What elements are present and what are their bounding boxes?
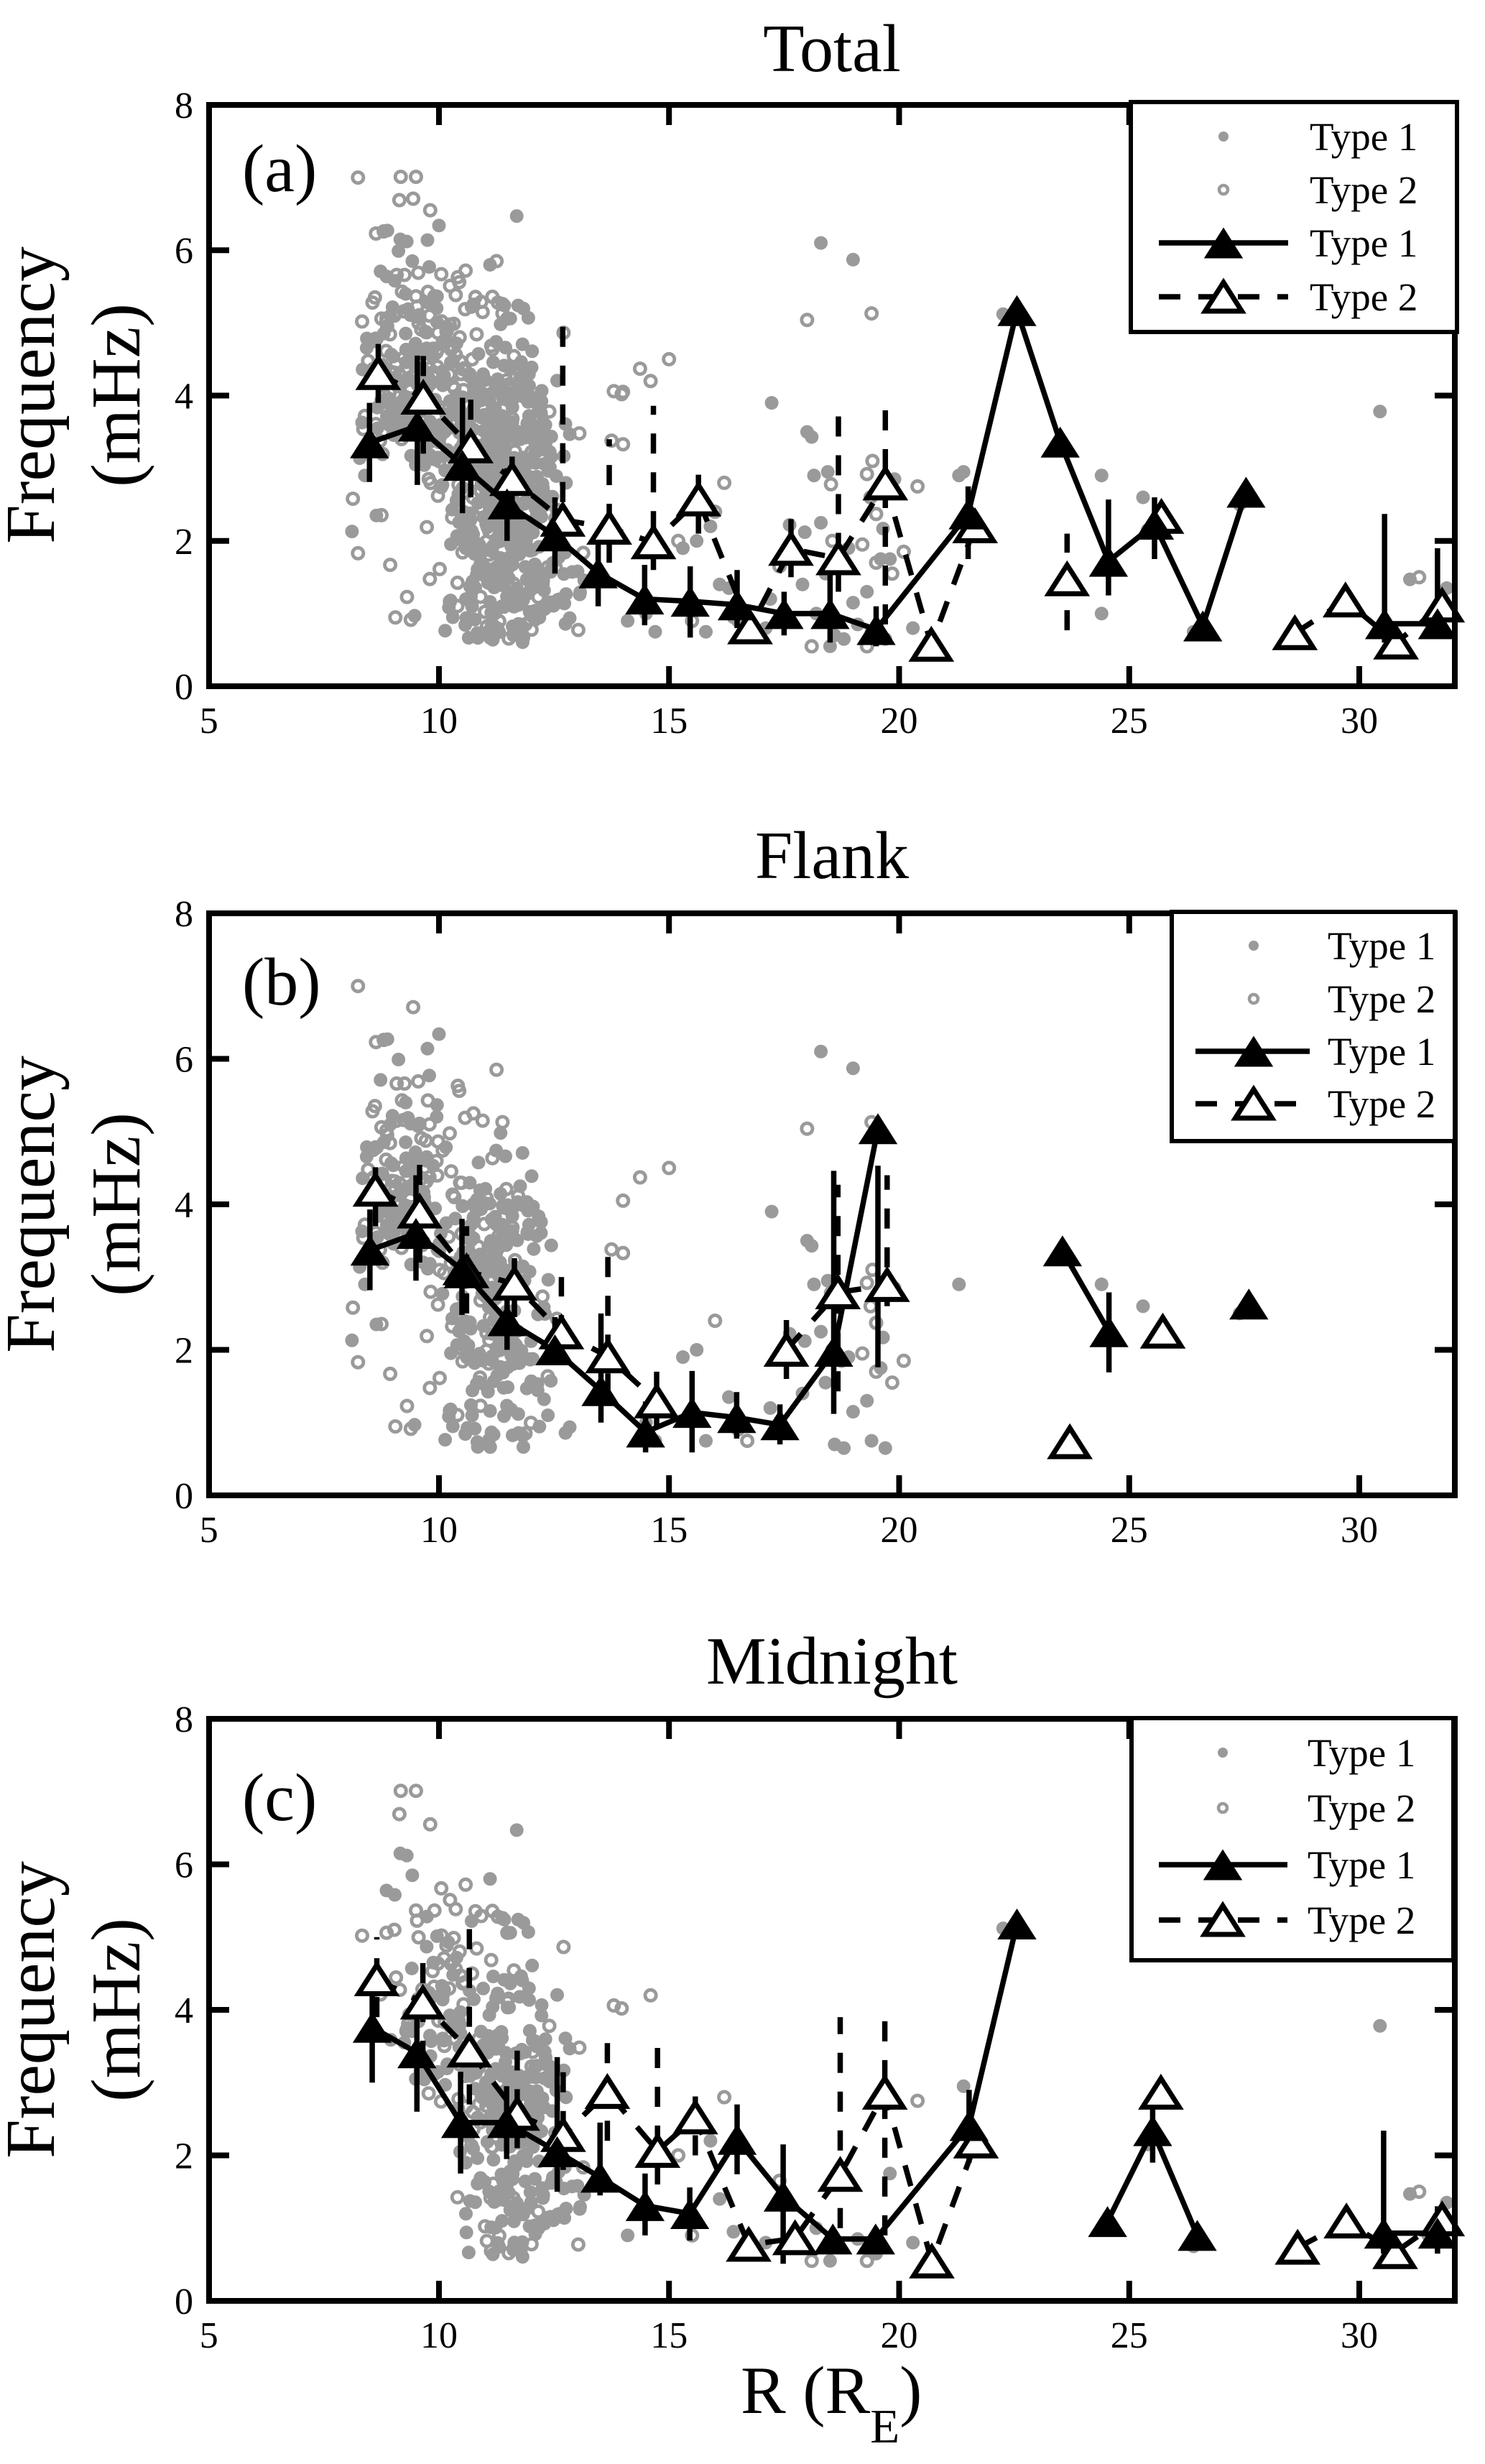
svg-text:Type 1: Type 1 [1310,221,1417,265]
svg-text:20: 20 [881,2315,918,2356]
svg-text:(mHz): (mHz) [78,303,155,487]
svg-text:Flank: Flank [755,818,909,893]
svg-text:Midnight: Midnight [706,1624,958,1699]
svg-text:2: 2 [175,522,193,563]
svg-text:10: 10 [420,2315,458,2356]
svg-text:20: 20 [881,1510,918,1551]
svg-text:Type 1: Type 1 [1310,115,1417,159]
svg-text:Type 2: Type 2 [1308,1786,1415,1830]
svg-text:Type 2: Type 2 [1328,977,1435,1021]
svg-text:2: 2 [175,2136,193,2177]
svg-text:(b): (b) [242,945,321,1020]
svg-text:Type 1: Type 1 [1308,1843,1415,1887]
svg-text:Frequency: Frequency [0,246,70,544]
svg-text:20: 20 [881,701,918,742]
svg-text:0: 0 [175,1476,193,1517]
svg-text:15: 15 [650,2315,688,2356]
svg-text:30: 30 [1341,1510,1378,1551]
svg-text:0: 0 [175,667,193,708]
svg-text:(c): (c) [242,1761,317,1835]
svg-text:30: 30 [1341,701,1378,742]
svg-text:6: 6 [175,231,193,272]
svg-text:8: 8 [175,1699,193,1740]
svg-text:5: 5 [200,1510,218,1551]
svg-text:4: 4 [175,377,193,417]
svg-text:6: 6 [175,1040,193,1081]
svg-text:Type 2: Type 2 [1310,275,1417,319]
svg-text:Frequency: Frequency [0,1056,70,1353]
svg-text:Total: Total [763,11,901,86]
svg-text:Type 1: Type 1 [1328,1030,1435,1074]
svg-text:5: 5 [200,701,218,742]
svg-text:(mHz): (mHz) [78,1112,155,1296]
svg-text:10: 10 [420,1510,458,1551]
svg-text:6: 6 [175,1845,193,1886]
svg-text:Type 1: Type 1 [1308,1731,1415,1775]
svg-text:Type 2: Type 2 [1328,1082,1435,1126]
svg-text:Type 2: Type 2 [1308,1898,1415,1942]
svg-text:4: 4 [175,1990,193,2031]
svg-text:25: 25 [1111,2315,1148,2356]
svg-text:Type 1: Type 1 [1328,924,1435,968]
svg-text:15: 15 [650,1510,688,1551]
svg-text:0: 0 [175,2281,193,2322]
svg-text:Frequency: Frequency [0,1861,70,2159]
svg-text:25: 25 [1111,1510,1148,1551]
svg-text:15: 15 [650,701,688,742]
svg-text:8: 8 [175,894,193,935]
svg-text:4: 4 [175,1185,193,1226]
svg-text:(a): (a) [242,131,317,206]
svg-text:30: 30 [1341,2315,1378,2356]
svg-text:Type 2: Type 2 [1310,168,1417,212]
svg-text:(mHz): (mHz) [78,1918,155,2102]
svg-text:2: 2 [175,1331,193,1372]
svg-text:8: 8 [175,86,193,126]
svg-text:10: 10 [420,701,458,742]
svg-text:25: 25 [1111,701,1148,742]
svg-text:5: 5 [200,2315,218,2356]
